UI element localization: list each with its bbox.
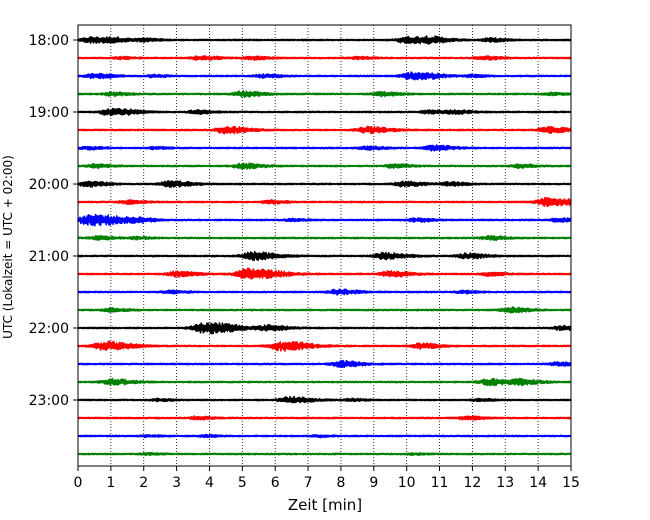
y-tick-label: 18:00 (29, 33, 69, 49)
trace-2215 (77, 340, 572, 352)
y-tick-label: 20:00 (29, 177, 69, 193)
x-axis-label: Zeit [min] (288, 496, 362, 514)
x-tick-label: 15 (562, 475, 580, 491)
x-tick-label: 10 (398, 475, 416, 491)
y-tick-label: 23:00 (29, 393, 69, 409)
trace-2300 (77, 395, 572, 404)
x-tick-label: 7 (304, 475, 313, 491)
trace-lines (77, 35, 572, 457)
trace-2000 (77, 180, 572, 189)
x-tick-label: 8 (336, 475, 345, 491)
trace-2115 (77, 267, 572, 280)
x-tick-label: 6 (271, 475, 280, 491)
trace-2030 (77, 213, 572, 227)
x-tick-label: 3 (172, 475, 181, 491)
trace-1830 (77, 71, 572, 81)
trace-2330 (77, 433, 572, 439)
trace-1930 (77, 144, 572, 152)
x-tick-label: 13 (496, 475, 514, 491)
trace-2130 (77, 288, 572, 296)
x-tick-label: 14 (529, 475, 547, 491)
trace-2145 (77, 306, 572, 314)
trace-2315 (77, 415, 572, 421)
y-axis-ticks: 18:00 19:00 20:00 21:00 22:00 23:00 (29, 33, 78, 409)
y-tick-label: 22:00 (29, 321, 69, 337)
x-tick-label: 0 (74, 475, 83, 491)
plot-frame (77, 24, 572, 467)
x-tick-label: 11 (431, 475, 449, 491)
y-tick-label: 21:00 (29, 249, 69, 265)
trace-2245 (77, 377, 572, 387)
trace-1915 (77, 125, 572, 135)
trace-1845 (77, 90, 572, 98)
trace-2200 (77, 322, 572, 335)
trace-1800 (77, 35, 572, 45)
x-tick-label: 5 (238, 475, 247, 491)
trace-1945 (77, 162, 572, 170)
trace-2015 (77, 196, 572, 208)
y-tick-label: 19:00 (29, 105, 69, 121)
x-tick-label: 4 (205, 475, 214, 491)
y-axis-label: UTC (Lokalzeit = UTC + 02:00) (1, 155, 15, 339)
x-axis-ticks: 0 1 2 3 4 5 6 7 8 9 10 11 12 13 14 15 (74, 466, 580, 491)
x-tick-label: 1 (106, 475, 115, 491)
trace-2230 (77, 359, 572, 369)
trace-1900 (77, 107, 572, 117)
x-tick-label: 12 (463, 475, 481, 491)
x-tick-label: 9 (369, 475, 378, 491)
x-tick-label: 2 (139, 475, 148, 491)
trace-1815 (77, 55, 572, 62)
trace-2045 (77, 234, 572, 242)
trace-2345 (77, 451, 572, 457)
trace-2100 (77, 250, 572, 262)
